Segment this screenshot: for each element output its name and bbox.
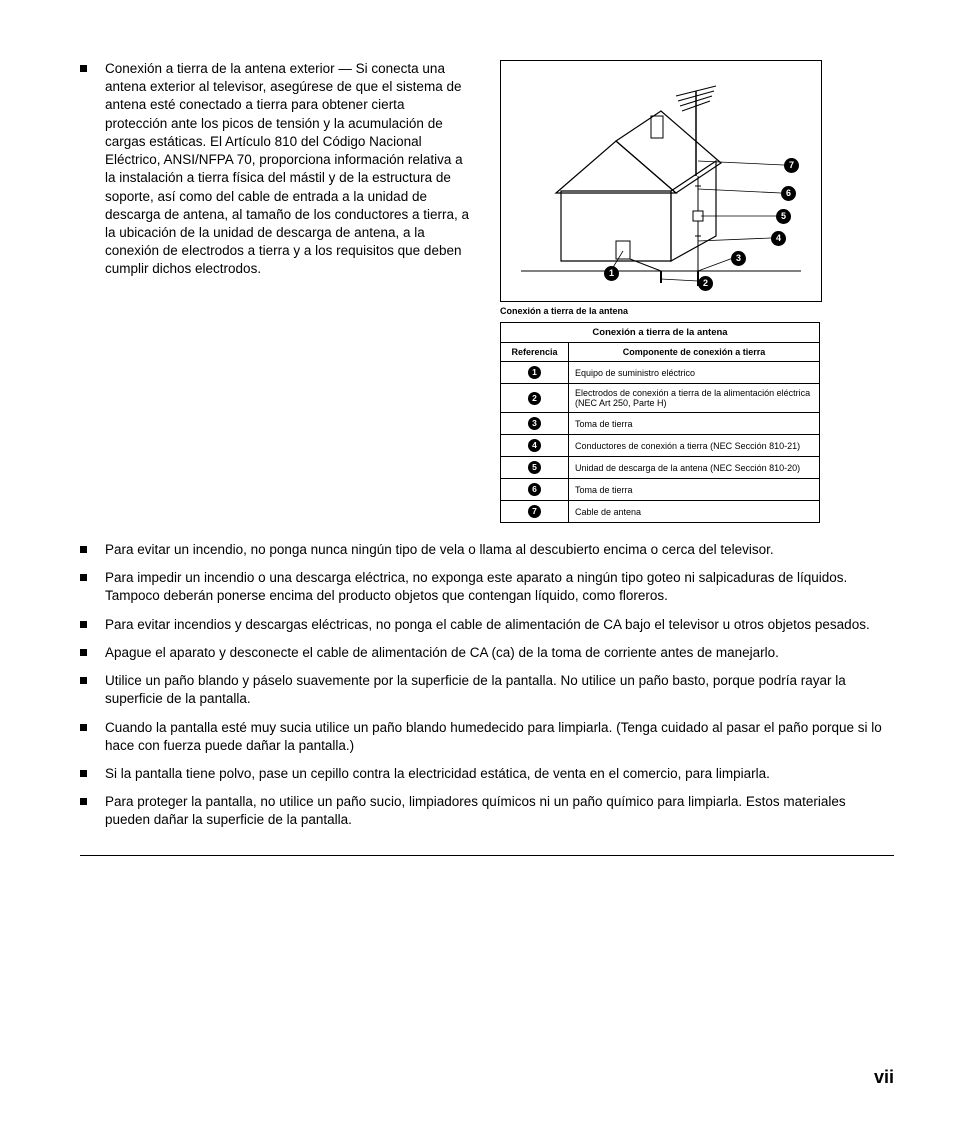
table-title: Conexión a tierra de la antena — [501, 323, 820, 343]
diagram-label-3: 3 — [731, 251, 746, 266]
top-section: Conexión a tierra de la antena exterior … — [80, 60, 894, 523]
diagram-label-4: 4 — [771, 231, 786, 246]
main-bullet-text: Conexión a tierra de la antena exterior … — [105, 60, 470, 279]
component-cell: Unidad de descarga de la antena (NEC Sec… — [569, 457, 820, 479]
bullet-square-icon — [80, 65, 87, 72]
diagram-label-6: 6 — [781, 186, 796, 201]
table-col1-header: Referencia — [501, 343, 569, 362]
bullet-square-icon — [80, 677, 87, 684]
table-row: 7 Cable de antena — [501, 501, 820, 523]
page-number: vii — [874, 1067, 894, 1088]
diagram-caption: Conexión a tierra de la antena — [500, 306, 894, 316]
diagram-label-1: 1 — [604, 266, 619, 281]
ref-number-icon: 1 — [528, 366, 541, 379]
ref-cell: 1 — [501, 362, 569, 384]
bullet-text: Cuando la pantalla esté muy sucia utilic… — [105, 719, 894, 755]
ref-cell: 7 — [501, 501, 569, 523]
bullet-item: Para evitar incendios y descargas eléctr… — [80, 616, 894, 634]
ref-number-icon: 2 — [528, 392, 541, 405]
bullet-item: Apague el aparato y desconecte el cable … — [80, 644, 894, 662]
reference-table: Conexión a tierra de la antena Referenci… — [500, 322, 820, 523]
bullet-item: Para impedir un incendio o una descarga … — [80, 569, 894, 605]
antenna-diagram: 1 2 3 4 5 6 7 — [500, 60, 822, 302]
bullet-square-icon — [80, 621, 87, 628]
ref-number-icon: 4 — [528, 439, 541, 452]
table-row: 5 Unidad de descarga de la antena (NEC Se… — [501, 457, 820, 479]
bullet-item: Cuando la pantalla esté muy sucia utilic… — [80, 719, 894, 755]
bullet-text: Para proteger la pantalla, no utilice un… — [105, 793, 894, 829]
ref-cell: 4 — [501, 435, 569, 457]
bullet-text: Para impedir un incendio o una descarga … — [105, 569, 894, 605]
bullet-square-icon — [80, 649, 87, 656]
diagram-label-2: 2 — [698, 276, 713, 291]
bullet-square-icon — [80, 798, 87, 805]
bullet-item: Utilice un paño blando y páselo suavemen… — [80, 672, 894, 708]
bullet-item: Para proteger la pantalla, no utilice un… — [80, 793, 894, 829]
right-column: 1 2 3 4 5 6 7 Conexión a tierra de la antena C… — [490, 60, 894, 523]
table-row: 4 Conductores de conexión a tierra (NEC S… — [501, 435, 820, 457]
table-row: 6 Toma de tierra — [501, 479, 820, 501]
lower-bullets: Para evitar un incendio, no ponga nunca … — [80, 541, 894, 830]
bullet-square-icon — [80, 770, 87, 777]
ref-cell: 3 — [501, 413, 569, 435]
ref-number-icon: 3 — [528, 417, 541, 430]
divider — [80, 855, 894, 856]
diagram-label-7: 7 — [784, 158, 799, 173]
ref-number-icon: 5 — [528, 461, 541, 474]
house-antenna-svg — [501, 61, 821, 301]
ref-cell: 6 — [501, 479, 569, 501]
component-cell: Toma de tierra — [569, 413, 820, 435]
table-row: 1 Equipo de suministro eléctrico — [501, 362, 820, 384]
component-cell: Conductores de conexión a tierra (NEC Se… — [569, 435, 820, 457]
bullet-item: Para evitar un incendio, no ponga nunca … — [80, 541, 894, 559]
table-row: 3 Toma de tierra — [501, 413, 820, 435]
bullet-square-icon — [80, 574, 87, 581]
diagram-label-5: 5 — [776, 209, 791, 224]
ref-cell: 5 — [501, 457, 569, 479]
bullet-square-icon — [80, 724, 87, 731]
component-cell: Equipo de suministro eléctrico — [569, 362, 820, 384]
component-cell: Toma de tierra — [569, 479, 820, 501]
bullet-item: Si la pantalla tiene polvo, pase un cepi… — [80, 765, 894, 783]
ref-number-icon: 7 — [528, 505, 541, 518]
table-row: 2 Electrodos de conexión a tierra de la a… — [501, 384, 820, 413]
bullet-text: Para evitar un incendio, no ponga nunca … — [105, 541, 894, 559]
ref-number-icon: 6 — [528, 483, 541, 496]
ref-cell: 2 — [501, 384, 569, 413]
bullet-square-icon — [80, 546, 87, 553]
bullet-text: Si la pantalla tiene polvo, pase un cepi… — [105, 765, 894, 783]
main-bullet: Conexión a tierra de la antena exterior … — [80, 60, 470, 279]
component-cell: Cable de antena — [569, 501, 820, 523]
bullet-text: Para evitar incendios y descargas eléctr… — [105, 616, 894, 634]
bullet-text: Apague el aparato y desconecte el cable … — [105, 644, 894, 662]
left-column: Conexión a tierra de la antena exterior … — [80, 60, 470, 523]
bullet-text: Utilice un paño blando y páselo suavemen… — [105, 672, 894, 708]
table-col2-header: Componente de conexión a tierra — [569, 343, 820, 362]
component-cell: Electrodos de conexión a tierra de la al… — [569, 384, 820, 413]
page: Conexión a tierra de la antena exterior … — [0, 0, 954, 1123]
